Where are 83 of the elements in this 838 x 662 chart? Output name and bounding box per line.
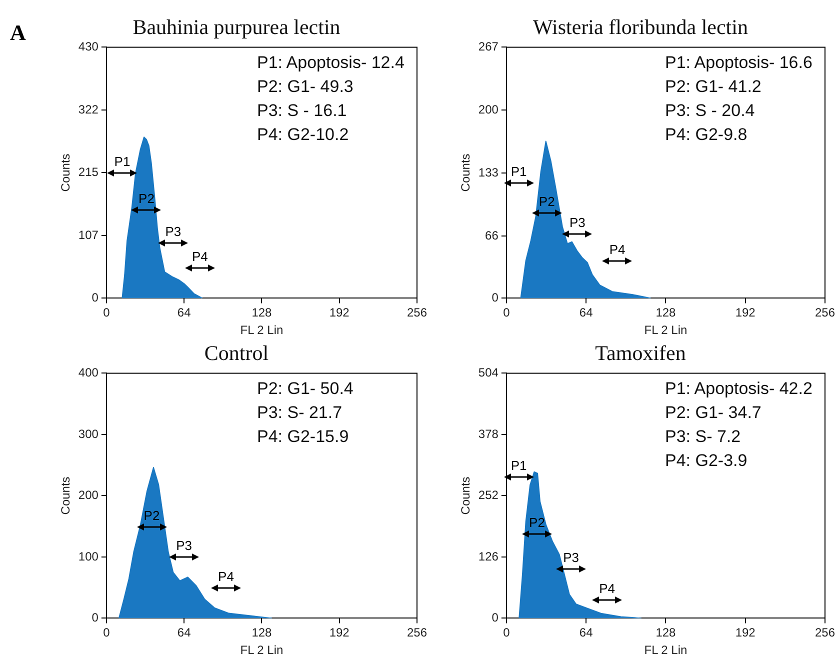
- y-tick-label: 126: [478, 549, 499, 564]
- annotation: P4: [599, 581, 616, 596]
- y-axis-title: Counts: [58, 154, 73, 192]
- x-tick-label: 0: [103, 626, 110, 640]
- x-tick-label: 0: [503, 626, 510, 640]
- annotation: P2: [138, 190, 154, 206]
- y-tick-label: 66: [485, 228, 499, 242]
- y-tick-label: 322: [78, 102, 99, 117]
- y-tick-label: 504: [478, 366, 499, 380]
- y-tick-label: 267: [478, 40, 499, 54]
- x-tick-label: 64: [579, 626, 594, 640]
- x-tick-label: 256: [814, 306, 836, 320]
- annotation: P4: G2-15.9: [256, 427, 349, 448]
- annotation: P4: G2-3.9: [664, 451, 748, 472]
- chart-title: Bauhinia purpurea lectin: [132, 15, 341, 40]
- annotation: P4: [609, 242, 626, 257]
- y-tick-label: 0: [492, 290, 499, 305]
- x-tick-label: 256: [406, 626, 428, 640]
- y-tick-label: 400: [78, 366, 99, 380]
- x-axis-title: FL 2 Lin: [240, 323, 284, 338]
- chart-title: Control: [204, 341, 269, 366]
- x-tick-label: 64: [177, 626, 192, 640]
- x-tick-label: 128: [252, 306, 272, 320]
- annotation: P2: G1- 50.4: [256, 379, 354, 400]
- x-tick-label: 64: [579, 306, 594, 320]
- x-tick-label: 256: [814, 626, 836, 640]
- y-tick-label: 0: [492, 610, 499, 625]
- x-tick-label: 0: [103, 306, 110, 320]
- annotation: P3: S - 20.4: [664, 101, 755, 122]
- x-tick-label: 192: [735, 306, 756, 320]
- annotation: P3: S- 7.2: [664, 427, 741, 448]
- x-tick-label: 64: [177, 306, 192, 320]
- annotation: P4: [218, 568, 234, 584]
- chart-subtitle: A: [10, 20, 26, 46]
- x-tick-label: 192: [329, 306, 350, 320]
- annotation: P1: [510, 458, 527, 473]
- annotation: P1: Apoptosis- 42.2: [664, 379, 812, 400]
- y-tick-label: 430: [78, 40, 99, 54]
- y-tick-label: 200: [478, 102, 499, 116]
- annotation: P3: [165, 224, 182, 239]
- annotation: P2: G1- 49.3: [256, 77, 354, 98]
- chart-title: Wisteria floribunda lectin: [533, 15, 748, 40]
- y-axis-title: Counts: [458, 154, 473, 192]
- x-axis-title: FL 2 Lin: [644, 643, 688, 658]
- chart-title: Tamoxifen: [595, 341, 686, 366]
- annotation: P2: G1- 34.7: [664, 403, 762, 424]
- annotation: P1: Apoptosis- 12.4: [256, 53, 404, 74]
- x-axis-title: FL 2 Lin: [240, 643, 284, 658]
- annotation: P4: G2-9.8: [664, 125, 748, 146]
- x-tick-label: 128: [656, 306, 676, 320]
- annotation: P4: G2-10.2: [256, 125, 349, 146]
- y-tick-label: 252: [478, 488, 499, 502]
- y-tick-label: 107: [78, 228, 99, 242]
- annotation: P3: [570, 215, 586, 230]
- y-axis-title: Counts: [58, 476, 73, 515]
- x-tick-label: 0: [503, 306, 510, 320]
- annotation: P3: S - 16.1: [256, 101, 347, 122]
- annotation: P3: [176, 538, 192, 553]
- x-tick-label: 192: [735, 626, 756, 640]
- annotation: P3: [563, 550, 580, 565]
- annotation: P2: [538, 194, 555, 209]
- y-tick-label: 0: [92, 290, 99, 305]
- annotation: P2: [529, 514, 545, 530]
- y-tick-label: 300: [78, 426, 99, 441]
- annotation: P1: Apoptosis- 16.6: [664, 53, 812, 74]
- x-tick-label: 256: [406, 306, 428, 320]
- y-tick-label: 0: [92, 610, 99, 625]
- x-tick-label: 192: [329, 626, 350, 640]
- annotation: P2: G1- 41.2: [664, 77, 762, 98]
- annotation: P1: [510, 164, 527, 180]
- x-axis-title: FL 2 Lin: [644, 323, 688, 338]
- y-tick-label: 200: [78, 488, 99, 502]
- y-tick-label: 378: [478, 426, 499, 441]
- y-tick-label: 100: [78, 549, 99, 564]
- y-tick-label: 215: [78, 165, 99, 180]
- x-tick-label: 128: [252, 626, 272, 640]
- annotation: P4: [192, 249, 208, 264]
- y-tick-label: 133: [478, 165, 499, 180]
- annotation: P3: S- 21.7: [256, 403, 342, 424]
- y-axis-title: Counts: [458, 476, 473, 515]
- x-tick-label: 128: [656, 626, 676, 640]
- annotation: P2: [144, 508, 160, 523]
- annotation: P1: [114, 154, 130, 170]
